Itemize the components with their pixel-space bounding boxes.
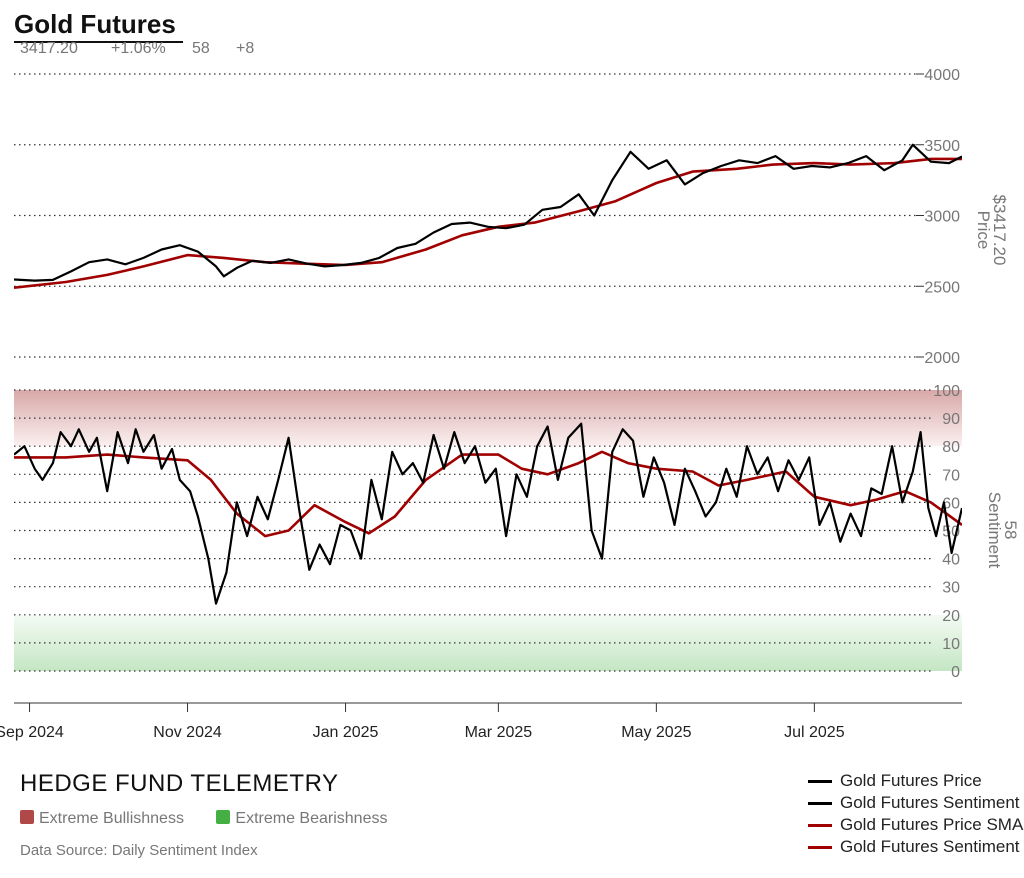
sentiment-line <box>14 422 962 605</box>
sentiment-zones <box>14 390 962 671</box>
legend-label: Gold Futures Sentiment SMA <box>840 837 1024 856</box>
sentiment-axis-value: 58 <box>1001 521 1020 540</box>
sentiment-tick-label: 90 <box>942 411 960 428</box>
price-axis-value: $3417.20 <box>990 195 1009 266</box>
sentiment-tick-label: 10 <box>942 636 960 653</box>
sentiment-tick-label: 60 <box>942 495 960 512</box>
sentiment-tick-label: 40 <box>942 552 960 569</box>
legend-swatch <box>808 780 832 784</box>
header-price: 3417.20 <box>20 40 78 57</box>
header-change: +1.06% <box>111 40 166 57</box>
legend-label: Gold Futures Price <box>840 771 982 790</box>
y-tick-labels: 2000250030003500400001020304050607080901… <box>924 67 960 681</box>
zone-key-bull: Extreme Bullishness <box>20 810 184 828</box>
sentiment-tick-label: 100 <box>933 383 960 400</box>
sentiment-tick-label: 20 <box>942 608 960 625</box>
bear-swatch <box>216 810 231 824</box>
legend-swatch <box>808 824 832 828</box>
price-tick-label: 2500 <box>924 279 960 296</box>
zone-bull-label: Extreme Bullishness <box>39 810 184 827</box>
legend-item: Gold Futures Sentiment SMA <box>808 836 1024 858</box>
bull-swatch <box>20 810 34 824</box>
legend-label: Gold Futures Price SMA <box>840 815 1024 834</box>
price-tick-label: 3500 <box>924 138 960 155</box>
legend: Gold Futures Price Gold Futures Sentimen… <box>808 770 1024 858</box>
legend-swatch <box>808 846 832 850</box>
legend-label: Gold Futures Sentiment <box>840 793 1020 812</box>
sentiment-axis-title: Sentiment <box>985 492 1004 569</box>
price-line <box>14 143 962 282</box>
header-sentiment-change: +8 <box>236 40 254 57</box>
price-tick-label: 4000 <box>924 67 960 84</box>
chart-title: Gold Futures <box>14 9 176 39</box>
price-axis-title: Price <box>974 211 993 250</box>
x-tick-label: Nov 2024 <box>153 724 222 741</box>
x-tick-label: May 2025 <box>621 724 691 741</box>
x-tick-label: Jul 2025 <box>784 724 845 741</box>
header-sentiment: 58 <box>192 40 210 57</box>
sentiment-tick-label: 80 <box>942 439 960 456</box>
price-sma-line <box>14 157 962 289</box>
x-tick-labels: Sep 2024 Nov 2024 Jan 2025 Mar 2025 May 2025… <box>0 703 845 741</box>
zone-key-bear: Extreme Bearishness <box>216 810 387 828</box>
x-tick-label: Jan 2025 <box>313 724 379 741</box>
sentiment-sma-line <box>14 450 962 538</box>
zone-key: Extreme Bullishness Extreme Bearishness <box>20 810 415 828</box>
sentiment-tick-label: 70 <box>942 467 960 484</box>
zone-bear-label: Extreme Bearishness <box>235 810 388 827</box>
sentiment-tick-label: 30 <box>942 580 960 597</box>
data-source: Data Source: Daily Sentiment Index <box>20 842 258 859</box>
legend-item: Gold Futures Price <box>808 770 1024 792</box>
legend-item: Gold Futures Price SMA <box>808 814 1024 836</box>
brand-name: HEDGE FUND TELEMETRY <box>20 770 339 797</box>
x-tick-label: Mar 2025 <box>465 724 533 741</box>
price-tick-label: 3000 <box>924 209 960 226</box>
legend-item: Gold Futures Sentiment <box>808 792 1024 814</box>
series-lines <box>14 143 962 605</box>
sentiment-tick-label: 0 <box>951 664 960 681</box>
price-tick-label: 2000 <box>924 350 960 367</box>
x-tick-label: Sep 2024 <box>0 724 64 741</box>
legend-swatch <box>808 802 832 806</box>
